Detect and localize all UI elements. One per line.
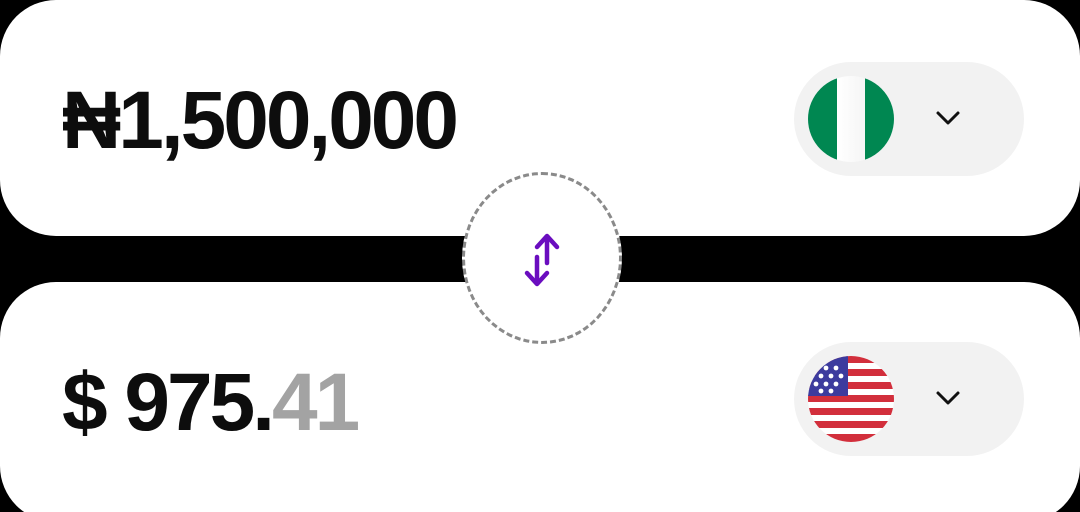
nigeria-flag-icon <box>808 76 894 162</box>
from-currency-selector[interactable] <box>794 62 1024 176</box>
from-amount[interactable]: ₦1,500,000 <box>62 80 459 162</box>
chevron-down-icon[interactable] <box>932 106 964 130</box>
to-amount-whole: 975. <box>124 357 275 448</box>
swap-arrows-icon <box>515 231 571 291</box>
to-currency-symbol: $ <box>62 357 108 448</box>
from-amount-value: 1,500,000 <box>118 75 459 166</box>
from-currency-symbol: ₦ <box>62 75 121 166</box>
to-currency-selector[interactable] <box>794 342 1024 456</box>
swap-currencies-button[interactable] <box>462 172 622 344</box>
to-amount-fraction: 41 <box>272 357 360 448</box>
to-amount: $ 975.41 <box>62 362 360 444</box>
chevron-down-icon[interactable] <box>932 386 964 410</box>
usa-flag-icon <box>808 356 894 442</box>
